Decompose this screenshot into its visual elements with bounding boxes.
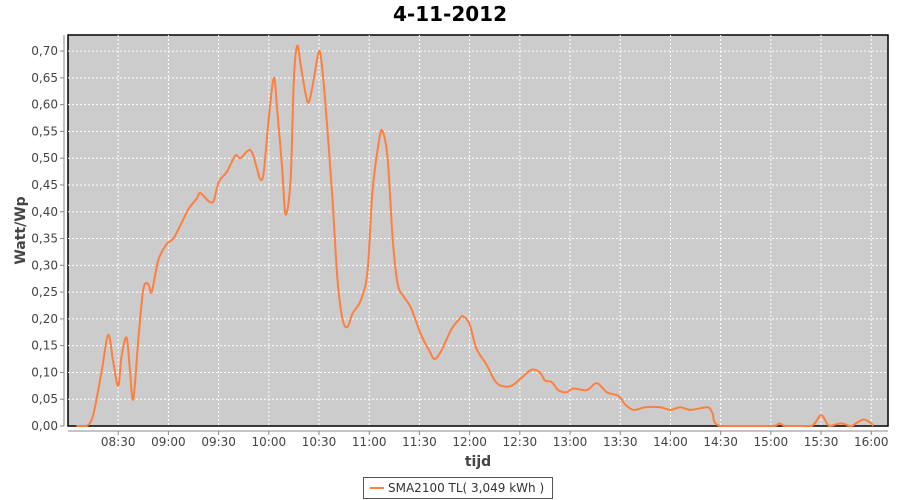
legend-swatch — [370, 487, 384, 489]
x-tick-label: 15:30 — [804, 435, 839, 449]
y-tick-label: 0,60 — [31, 98, 58, 112]
y-tick-label: 0,65 — [31, 71, 58, 85]
x-tick-label: 14:30 — [703, 435, 738, 449]
legend-label: SMA2100 TL( 3,049 kWh ) — [388, 481, 545, 495]
legend: SMA2100 TL( 3,049 kWh ) — [363, 477, 554, 499]
series-line — [76, 44, 874, 428]
x-tick-label: 12:30 — [503, 435, 538, 449]
x-tick-label: 13:00 — [553, 435, 588, 449]
y-axis-label: Watt/Wp — [13, 196, 29, 264]
y-tick-label: 0,00 — [31, 419, 58, 433]
y-tick-label: 0,45 — [31, 178, 58, 192]
chart-title: 4-11-2012 — [392, 2, 507, 26]
plot-area — [67, 34, 889, 427]
y-tick-label: 0,50 — [31, 151, 58, 165]
x-tick-label: 12:00 — [452, 435, 487, 449]
y-tick-label: 0,10 — [31, 365, 58, 379]
x-tick-label: 11:00 — [352, 435, 387, 449]
x-tick-label: 10:30 — [302, 435, 337, 449]
y-tick-label: 0,70 — [31, 44, 58, 58]
y-tick-label: 0,05 — [31, 392, 58, 406]
y-tick-label: 0,25 — [31, 285, 58, 299]
x-axis-label: tijd — [465, 454, 491, 470]
x-tick-label: 15:00 — [754, 435, 789, 449]
x-tick-label: 08:30 — [101, 435, 136, 449]
x-tick-label: 13:30 — [603, 435, 638, 449]
x-tick-label: 09:30 — [201, 435, 236, 449]
y-tick-label: 0,30 — [31, 258, 58, 272]
x-tick-label: 09:00 — [151, 435, 186, 449]
x-tick-label: 16:00 — [854, 435, 889, 449]
y-tick-label: 0,35 — [31, 232, 58, 246]
y-tick-label: 0,55 — [31, 124, 58, 138]
x-tick-label: 10:00 — [252, 435, 287, 449]
y-tick-label: 0,20 — [31, 312, 58, 326]
x-tick-label: 14:00 — [653, 435, 688, 449]
y-tick-label: 0,15 — [31, 339, 58, 353]
y-tick-label: 0,40 — [31, 205, 58, 219]
x-tick-label: 11:30 — [402, 435, 437, 449]
